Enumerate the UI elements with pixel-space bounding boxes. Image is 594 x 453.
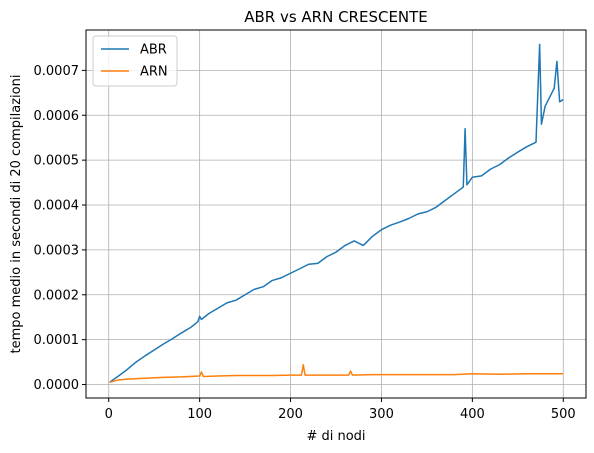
legend-label-abr: ABR [140, 43, 167, 58]
chart-title: ABR vs ARN CRESCENTE [244, 8, 428, 26]
x-tick-label: 300 [369, 407, 394, 422]
legend-label-arn: ARN [140, 65, 168, 80]
y-tick-label: 0.0006 [34, 109, 80, 124]
x-tick-label: 500 [551, 407, 576, 422]
y-axis-ticks: 0.0000 0.0001 0.0002 0.0003 0.0004 0.0005 0.00… [34, 64, 86, 393]
y-axis-label: tempo medio in secondi di 20 compilazion… [9, 75, 24, 354]
series-line-arn [109, 364, 564, 384]
y-tick-label: 0.0002 [34, 288, 80, 303]
y-tick-label: 0.0007 [34, 64, 80, 79]
series-lines [109, 43, 564, 384]
y-tick-label: 0.0000 [34, 378, 80, 393]
y-tick-label: 0.0005 [34, 154, 80, 169]
x-tick-label: 200 [278, 407, 303, 422]
x-axis-ticks: 0 100 200 300 400 500 [105, 398, 576, 422]
y-tick-label: 0.0001 [34, 333, 80, 348]
x-tick-label: 400 [460, 407, 485, 422]
y-tick-label: 0.0003 [34, 243, 80, 258]
legend: ABR ARN [92, 35, 178, 87]
grid [86, 30, 586, 398]
x-tick-label: 0 [105, 407, 113, 422]
x-axis-label: # di nodi [306, 429, 365, 444]
plot-frame [85, 29, 587, 399]
series-line-abr [109, 43, 564, 383]
y-tick-label: 0.0004 [34, 199, 80, 214]
x-tick-label: 100 [187, 407, 212, 422]
